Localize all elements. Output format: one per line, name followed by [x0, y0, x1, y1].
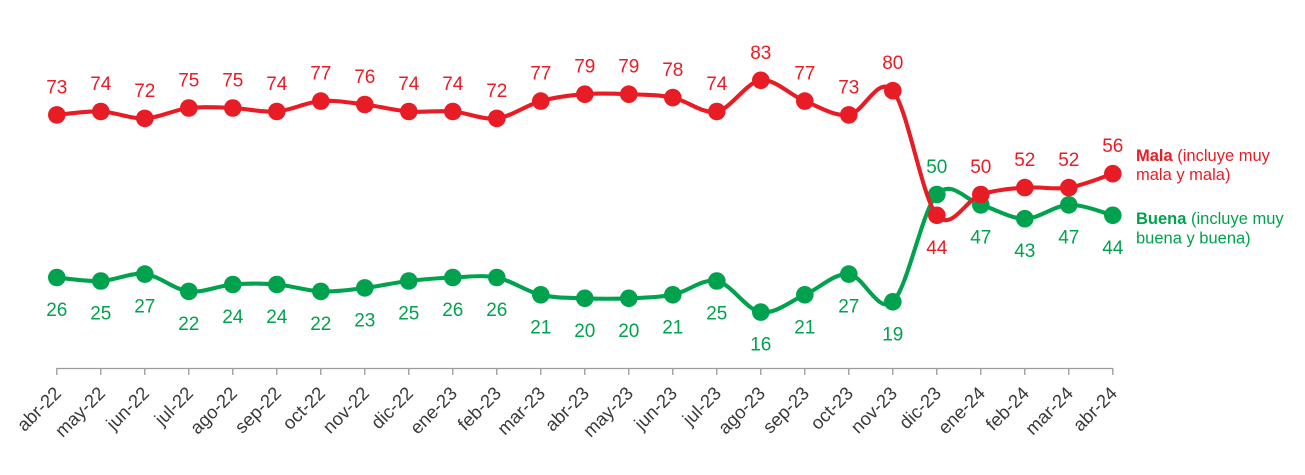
svg-text:abr-24: abr-24: [1068, 382, 1121, 435]
svg-text:74: 74: [706, 74, 728, 95]
svg-text:43: 43: [1014, 241, 1035, 262]
svg-text:83: 83: [750, 43, 771, 64]
svg-text:24: 24: [222, 307, 244, 328]
svg-text:ago-22: ago-22: [186, 382, 242, 438]
svg-text:75: 75: [222, 71, 243, 92]
svg-text:25: 25: [706, 304, 727, 325]
svg-text:76: 76: [354, 67, 375, 88]
svg-text:72: 72: [134, 81, 155, 102]
svg-text:78: 78: [662, 60, 683, 81]
svg-text:79: 79: [618, 57, 639, 78]
svg-text:21: 21: [794, 317, 815, 338]
svg-text:jun-23: jun-23: [629, 382, 681, 434]
svg-text:27: 27: [838, 297, 859, 318]
svg-text:56: 56: [1102, 136, 1123, 157]
svg-text:buena y buena): buena y buena): [1136, 229, 1251, 247]
svg-text:26: 26: [486, 300, 507, 321]
svg-text:nov-22: nov-22: [318, 382, 373, 437]
svg-text:74: 74: [90, 74, 112, 95]
svg-text:Buena (incluye muy: Buena (incluye muy: [1136, 210, 1284, 228]
svg-text:22: 22: [178, 314, 199, 335]
svg-text:26: 26: [442, 300, 463, 321]
svg-text:26: 26: [46, 300, 67, 321]
svg-text:Mala (incluye muy: Mala (incluye muy: [1136, 147, 1271, 165]
svg-text:72: 72: [486, 81, 507, 102]
svg-text:ene-23: ene-23: [406, 382, 462, 438]
svg-text:25: 25: [90, 304, 111, 325]
svg-text:mar-24: mar-24: [1021, 382, 1077, 438]
svg-text:23: 23: [354, 310, 375, 331]
svg-text:jun-22: jun-22: [101, 382, 153, 434]
svg-text:73: 73: [46, 77, 67, 98]
svg-text:ago-23: ago-23: [714, 382, 770, 438]
svg-text:73: 73: [838, 77, 859, 98]
svg-text:50: 50: [970, 157, 991, 178]
svg-text:sep-22: sep-22: [230, 382, 285, 437]
svg-text:27: 27: [134, 297, 155, 318]
svg-text:mar-23: mar-23: [493, 382, 549, 438]
svg-text:19: 19: [882, 324, 903, 345]
svg-text:16: 16: [750, 335, 771, 356]
svg-text:mala y mala): mala y mala): [1136, 166, 1230, 184]
svg-text:44: 44: [926, 238, 948, 259]
svg-text:22: 22: [310, 314, 331, 335]
svg-text:50: 50: [926, 157, 947, 178]
svg-text:80: 80: [882, 53, 903, 74]
svg-text:ene-24: ene-24: [934, 382, 990, 438]
svg-text:may-22: may-22: [51, 382, 109, 440]
svg-text:44: 44: [1102, 238, 1124, 259]
svg-text:21: 21: [662, 317, 683, 338]
svg-text:77: 77: [794, 64, 815, 85]
svg-text:47: 47: [1058, 227, 1079, 248]
svg-text:nov-23: nov-23: [846, 382, 901, 437]
svg-text:74: 74: [398, 74, 420, 95]
svg-text:sep-23: sep-23: [758, 382, 813, 437]
svg-text:52: 52: [1058, 150, 1079, 171]
svg-text:24: 24: [266, 307, 288, 328]
svg-text:74: 74: [266, 74, 288, 95]
svg-text:77: 77: [310, 64, 331, 85]
svg-text:20: 20: [618, 321, 639, 342]
svg-text:may-23: may-23: [579, 382, 637, 440]
svg-text:47: 47: [970, 227, 991, 248]
svg-text:77: 77: [530, 64, 551, 85]
svg-text:75: 75: [178, 71, 199, 92]
svg-text:79: 79: [574, 57, 595, 78]
svg-text:20: 20: [574, 321, 595, 342]
svg-text:74: 74: [442, 74, 464, 95]
svg-text:52: 52: [1014, 150, 1035, 171]
svg-text:25: 25: [398, 304, 419, 325]
svg-text:21: 21: [530, 317, 551, 338]
